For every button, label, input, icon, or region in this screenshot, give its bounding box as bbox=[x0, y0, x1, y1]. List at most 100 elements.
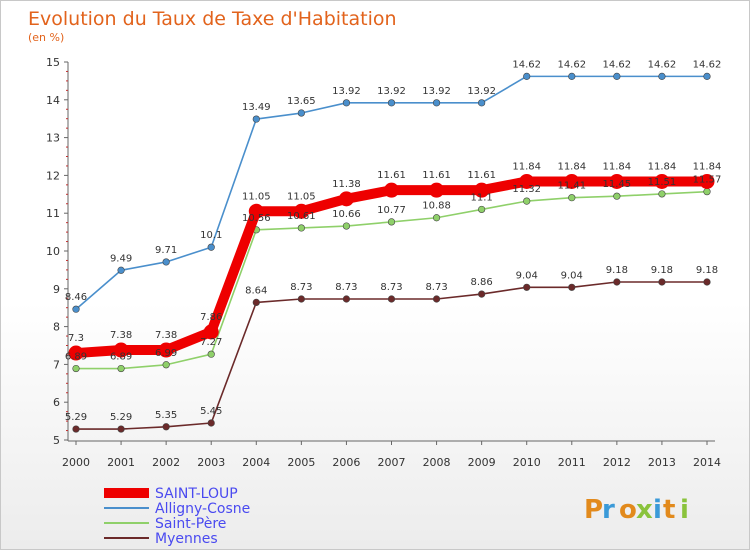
data-label-alligny-cosne: 14.62 bbox=[557, 59, 586, 70]
data-label-saint-p-re: 11.45 bbox=[603, 179, 632, 190]
logo-letter: r bbox=[602, 495, 615, 525]
data-label-saint-p-re: 11.51 bbox=[648, 177, 677, 188]
x-tick-label: 2008 bbox=[423, 456, 451, 469]
data-label-saint-loup: 11.84 bbox=[557, 161, 586, 172]
x-tick-label: 2013 bbox=[648, 456, 676, 469]
data-label-alligny-cosne: 14.62 bbox=[603, 59, 632, 70]
data-label-alligny-cosne: 14.62 bbox=[648, 59, 677, 70]
x-tick-label: 2011 bbox=[558, 456, 586, 469]
data-label-saint-p-re: 11.41 bbox=[557, 181, 586, 192]
x-tick-label: 2004 bbox=[242, 456, 270, 469]
axes: 5 6 7 8 9 10 11 12 13 14 15 2000 2001 2002 2003 2004 200… bbox=[46, 56, 721, 469]
data-point-myennes bbox=[342, 295, 351, 303]
data-label-alligny-cosne: 13.92 bbox=[422, 86, 451, 97]
data-point-myennes bbox=[72, 425, 80, 433]
data-point-alligny-cosne bbox=[252, 115, 260, 123]
y-tick-label: 5 bbox=[53, 434, 60, 447]
data-point-saint-loup bbox=[699, 173, 715, 189]
data-label-saint-loup: 7.3 bbox=[68, 333, 84, 344]
data-label-saint-loup: 11.61 bbox=[467, 170, 496, 181]
data-label-myennes: 8.86 bbox=[471, 277, 493, 288]
data-label-alligny-cosne: 9.49 bbox=[110, 253, 132, 264]
data-point-saint-loup bbox=[68, 345, 84, 361]
data-point-saint-p-re bbox=[72, 364, 80, 373]
y-tick-label: 14 bbox=[46, 94, 60, 107]
data-label-saint-loup: 11.84 bbox=[648, 161, 677, 172]
data-point-saint-loup bbox=[113, 342, 129, 358]
data-label-saint-loup: 11.38 bbox=[332, 179, 361, 190]
data-label-saint-loup: 11.84 bbox=[512, 161, 541, 172]
chart-title: Evolution du Taux de Taxe d'Habitation bbox=[28, 8, 397, 30]
data-point-myennes bbox=[523, 283, 531, 291]
data-point-saint-loup bbox=[609, 173, 625, 189]
data-point-myennes bbox=[162, 423, 170, 431]
data-label-myennes: 8.73 bbox=[425, 282, 447, 293]
data-label-saint-p-re: 10.88 bbox=[422, 201, 451, 212]
data-point-alligny-cosne bbox=[613, 72, 621, 80]
data-label-saint-loup: 11.05 bbox=[287, 191, 316, 202]
data-point-myennes bbox=[252, 298, 260, 307]
data-point-saint-loup bbox=[429, 182, 445, 198]
legend-label: SAINT-LOUP bbox=[155, 486, 238, 502]
data-point-myennes bbox=[568, 283, 576, 291]
data-point-saint-p-re bbox=[117, 364, 125, 373]
data-point-alligny-cosne bbox=[658, 72, 666, 80]
data-point-saint-p-re bbox=[658, 190, 666, 198]
data-label-myennes: 8.64 bbox=[245, 285, 267, 296]
legend-label: Myennes bbox=[155, 531, 218, 547]
data-point-saint-loup bbox=[654, 173, 670, 189]
data-point-saint-p-re bbox=[297, 224, 305, 232]
y-tick-label: 12 bbox=[46, 169, 60, 182]
data-label-saint-p-re: 11.32 bbox=[512, 184, 541, 195]
data-label-saint-p-re: 11.57 bbox=[693, 175, 722, 186]
data-point-alligny-cosne bbox=[162, 258, 170, 266]
data-label-myennes: 8.73 bbox=[290, 282, 312, 293]
x-tick-label: 2006 bbox=[332, 456, 360, 469]
data-point-alligny-cosne bbox=[703, 72, 711, 80]
data-label-myennes: 8.73 bbox=[335, 282, 357, 293]
data-point-alligny-cosne bbox=[568, 72, 576, 80]
data-label-alligny-cosne: 8.46 bbox=[65, 292, 87, 303]
data-point-myennes bbox=[658, 278, 666, 286]
y-tick-label: 8 bbox=[53, 321, 60, 334]
data-point-saint-p-re bbox=[703, 188, 711, 196]
y-tick-label: 15 bbox=[46, 56, 60, 69]
x-tick-label: 2001 bbox=[107, 456, 135, 469]
data-point-alligny-cosne bbox=[117, 266, 125, 274]
data-point-saint-loup bbox=[384, 182, 399, 198]
data-point-alligny-cosne bbox=[478, 99, 486, 107]
x-tick-label: 2014 bbox=[693, 456, 721, 469]
data-label-myennes: 9.18 bbox=[651, 265, 673, 276]
x-tick-label: 2009 bbox=[468, 456, 496, 469]
data-label-saint-p-re: 10.61 bbox=[287, 211, 316, 222]
data-label-alligny-cosne: 13.65 bbox=[287, 96, 316, 107]
y-tick-label: 6 bbox=[53, 396, 60, 409]
data-label-myennes: 9.04 bbox=[516, 270, 538, 281]
data-point-myennes bbox=[432, 295, 441, 303]
logo-letter: o bbox=[619, 495, 637, 525]
proxiti-logo: Pr o x i t i bbox=[584, 495, 689, 525]
data-label-saint-loup: 7.38 bbox=[155, 330, 177, 341]
data-point-saint-loup bbox=[203, 324, 219, 340]
logo-letter: t bbox=[663, 495, 675, 525]
data-label-saint-p-re: 6.89 bbox=[110, 352, 132, 363]
logo-letter: i bbox=[680, 495, 689, 525]
data-label-alligny-cosne: 10.1 bbox=[200, 230, 222, 241]
data-label-alligny-cosne: 14.62 bbox=[512, 59, 541, 70]
x-tick-label: 2003 bbox=[197, 456, 225, 469]
data-label-alligny-cosne: 9.71 bbox=[155, 245, 177, 256]
data-labels: 8.46 9.49 9.71 10.1 13.49 13.65 13.92 13.92 13.9… bbox=[65, 59, 721, 423]
data-point-alligny-cosne bbox=[387, 99, 396, 107]
y-tick-label: 7 bbox=[53, 358, 60, 371]
data-point-saint-p-re bbox=[342, 222, 351, 230]
data-label-myennes: 8.73 bbox=[380, 282, 402, 293]
data-point-myennes bbox=[207, 419, 215, 427]
data-point-myennes bbox=[613, 278, 621, 286]
data-point-saint-p-re bbox=[478, 205, 486, 214]
data-label-alligny-cosne: 13.92 bbox=[377, 86, 406, 97]
data-label-saint-p-re: 6.99 bbox=[155, 348, 177, 359]
data-label-myennes: 5.35 bbox=[155, 410, 177, 421]
data-label-saint-p-re: 6.89 bbox=[65, 352, 87, 363]
data-point-saint-loup bbox=[474, 182, 490, 198]
